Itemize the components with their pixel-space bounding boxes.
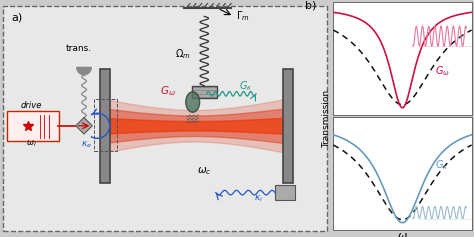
FancyBboxPatch shape	[191, 86, 217, 98]
Polygon shape	[76, 118, 92, 134]
Text: drive: drive	[20, 101, 42, 110]
Text: $\omega_l$: $\omega_l$	[26, 138, 36, 149]
FancyBboxPatch shape	[7, 111, 59, 141]
FancyBboxPatch shape	[275, 185, 295, 200]
Text: $\Omega_m$: $\Omega_m$	[174, 48, 190, 61]
Text: $\omega_c$: $\omega_c$	[197, 165, 211, 177]
Text: $\Gamma_m$: $\Gamma_m$	[236, 9, 249, 23]
Text: trans.: trans.	[66, 44, 92, 53]
Text: $G_\omega$: $G_\omega$	[160, 84, 175, 98]
Text: $G_\kappa$: $G_\kappa$	[436, 159, 449, 172]
Ellipse shape	[186, 92, 200, 112]
X-axis label: $\omega$: $\omega$	[397, 231, 408, 237]
Text: $\kappa_i$: $\kappa_i$	[254, 193, 263, 204]
FancyBboxPatch shape	[283, 69, 292, 183]
Text: $G_\kappa$: $G_\kappa$	[239, 79, 252, 93]
Text: a): a)	[11, 12, 23, 23]
Text: $\kappa_e$: $\kappa_e$	[81, 140, 91, 150]
Text: Transmission: Transmission	[322, 89, 331, 148]
Text: $G_\omega$: $G_\omega$	[435, 64, 450, 78]
FancyBboxPatch shape	[100, 69, 109, 183]
Text: b): b)	[305, 0, 317, 10]
Wedge shape	[77, 68, 91, 75]
FancyBboxPatch shape	[3, 6, 327, 231]
